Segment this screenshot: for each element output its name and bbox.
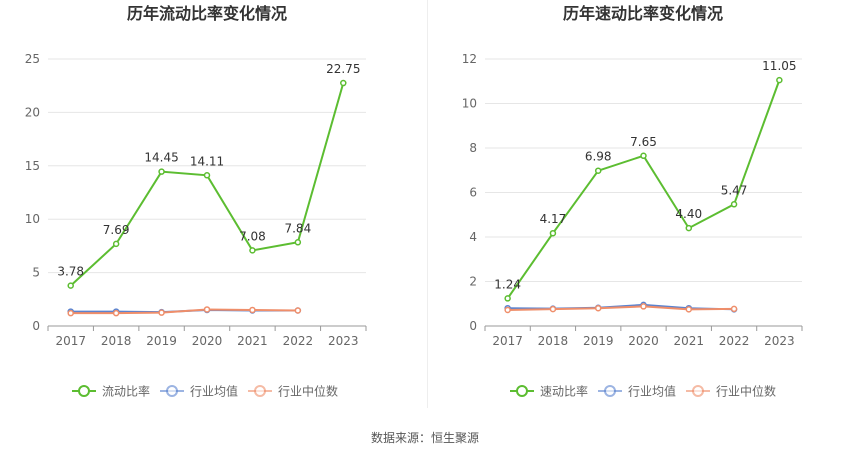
legend-item: 行业中位数	[686, 384, 776, 399]
data-label: 7.08	[239, 229, 266, 243]
x-tick-label: 2019	[583, 334, 614, 348]
x-tick-label: 2018	[101, 334, 132, 348]
legend-label: 行业中位数	[278, 384, 338, 399]
data-point	[549, 229, 557, 237]
legend-marker	[78, 385, 90, 397]
data-point	[249, 247, 256, 254]
y-tick-label: 15	[25, 159, 40, 173]
data-point	[203, 172, 211, 179]
legend-item: 行业均值	[160, 384, 238, 399]
data-label: 7.65	[630, 135, 657, 149]
data-point	[67, 282, 74, 289]
data-point	[112, 240, 120, 248]
data-point	[504, 295, 511, 302]
legend-item: 行业中位数	[248, 384, 338, 399]
data-point	[594, 304, 602, 312]
data-point	[594, 167, 602, 174]
data-point	[640, 303, 647, 310]
data-point	[640, 152, 647, 160]
data-point	[158, 168, 165, 175]
legend-label: 行业中位数	[716, 384, 776, 399]
data-point	[294, 239, 302, 246]
data-point	[67, 309, 74, 317]
x-tick-label: 2022	[283, 334, 314, 348]
legend-label: 行业均值	[190, 384, 238, 399]
x-tick-label: 2021	[237, 334, 268, 348]
legend-item: 速动比率	[510, 384, 588, 399]
legend-label: 行业均值	[628, 384, 676, 399]
data-point	[203, 306, 211, 313]
y-tick-label: 6	[469, 186, 477, 200]
y-tick-label: 0	[469, 319, 477, 333]
y-tick-label: 2	[469, 275, 477, 289]
y-tick-label: 10	[462, 97, 477, 111]
x-tick-label: 2017	[492, 334, 523, 348]
data-label: 4.17	[540, 212, 567, 226]
x-tick-label: 2018	[538, 334, 569, 348]
data-point	[685, 224, 693, 232]
data-label: 22.75	[326, 62, 360, 76]
data-label: 4.40	[675, 207, 702, 221]
legend-marker	[166, 385, 178, 397]
data-label: 6.98	[585, 150, 612, 164]
series-line	[70, 82, 345, 287]
x-tick-label: 2022	[719, 334, 750, 348]
x-tick-label: 2019	[146, 334, 177, 348]
data-point	[158, 309, 165, 316]
legend-item: 流动比率	[72, 384, 150, 399]
series-line	[70, 308, 298, 315]
data-source-note: 数据来源：恒生聚源	[370, 431, 479, 445]
series-line	[507, 305, 735, 311]
y-tick-label: 12	[462, 52, 477, 66]
data-point	[340, 79, 347, 87]
data-point	[776, 76, 783, 84]
y-tick-label: 0	[32, 319, 40, 333]
x-tick-label: 2020	[192, 334, 223, 348]
x-tick-label: 2017	[55, 334, 86, 348]
data-label: 5.47	[721, 183, 748, 197]
legend-item: 行业均值	[598, 384, 676, 399]
data-point	[504, 306, 511, 314]
data-label: 7.69	[103, 223, 130, 237]
chart-title: 历年流动比率变化情况	[127, 4, 287, 23]
legend-marker	[254, 385, 266, 397]
chart-panel-2: 历年速动比率变化情况 0 2 4 6 8 10 12 2017 2018 2019 2020 2021 2…	[462, 4, 803, 399]
data-point	[730, 201, 738, 208]
y-tick-label: 10	[25, 212, 40, 226]
panel-divider	[427, 0, 428, 408]
data-label: 3.78	[57, 265, 84, 279]
legend-label: 流动比率	[102, 384, 150, 399]
data-label: 14.11	[190, 154, 224, 168]
legend-marker	[604, 385, 616, 397]
y-tick-label: 8	[469, 141, 477, 155]
x-tick-label: 2023	[764, 334, 795, 348]
legend-marker	[516, 385, 528, 397]
y-tick-label: 5	[32, 266, 40, 280]
data-point	[294, 307, 302, 314]
data-point	[112, 309, 120, 317]
chart-panel-1: 历年流动比率变化情况 0 5 10 15 20 25 2017 2018 2019 2020 2021…	[25, 4, 367, 399]
y-tick-label: 20	[25, 105, 40, 119]
data-label: 1.24	[494, 277, 521, 291]
data-point	[549, 305, 557, 313]
data-point	[249, 306, 256, 314]
y-tick-label: 25	[25, 52, 40, 66]
x-tick-label: 2020	[628, 334, 659, 348]
legend-marker	[692, 385, 704, 397]
data-point	[730, 305, 738, 313]
data-label: 11.05	[762, 59, 796, 73]
chart-title: 历年速动比率变化情况	[563, 4, 723, 23]
x-tick-label: 2023	[328, 334, 359, 348]
legend-label: 速动比率	[540, 384, 588, 399]
data-label: 7.84	[284, 221, 311, 235]
data-label: 14.45	[144, 151, 178, 165]
x-tick-label: 2021	[674, 334, 705, 348]
data-point	[685, 306, 693, 313]
y-tick-label: 4	[469, 230, 477, 244]
